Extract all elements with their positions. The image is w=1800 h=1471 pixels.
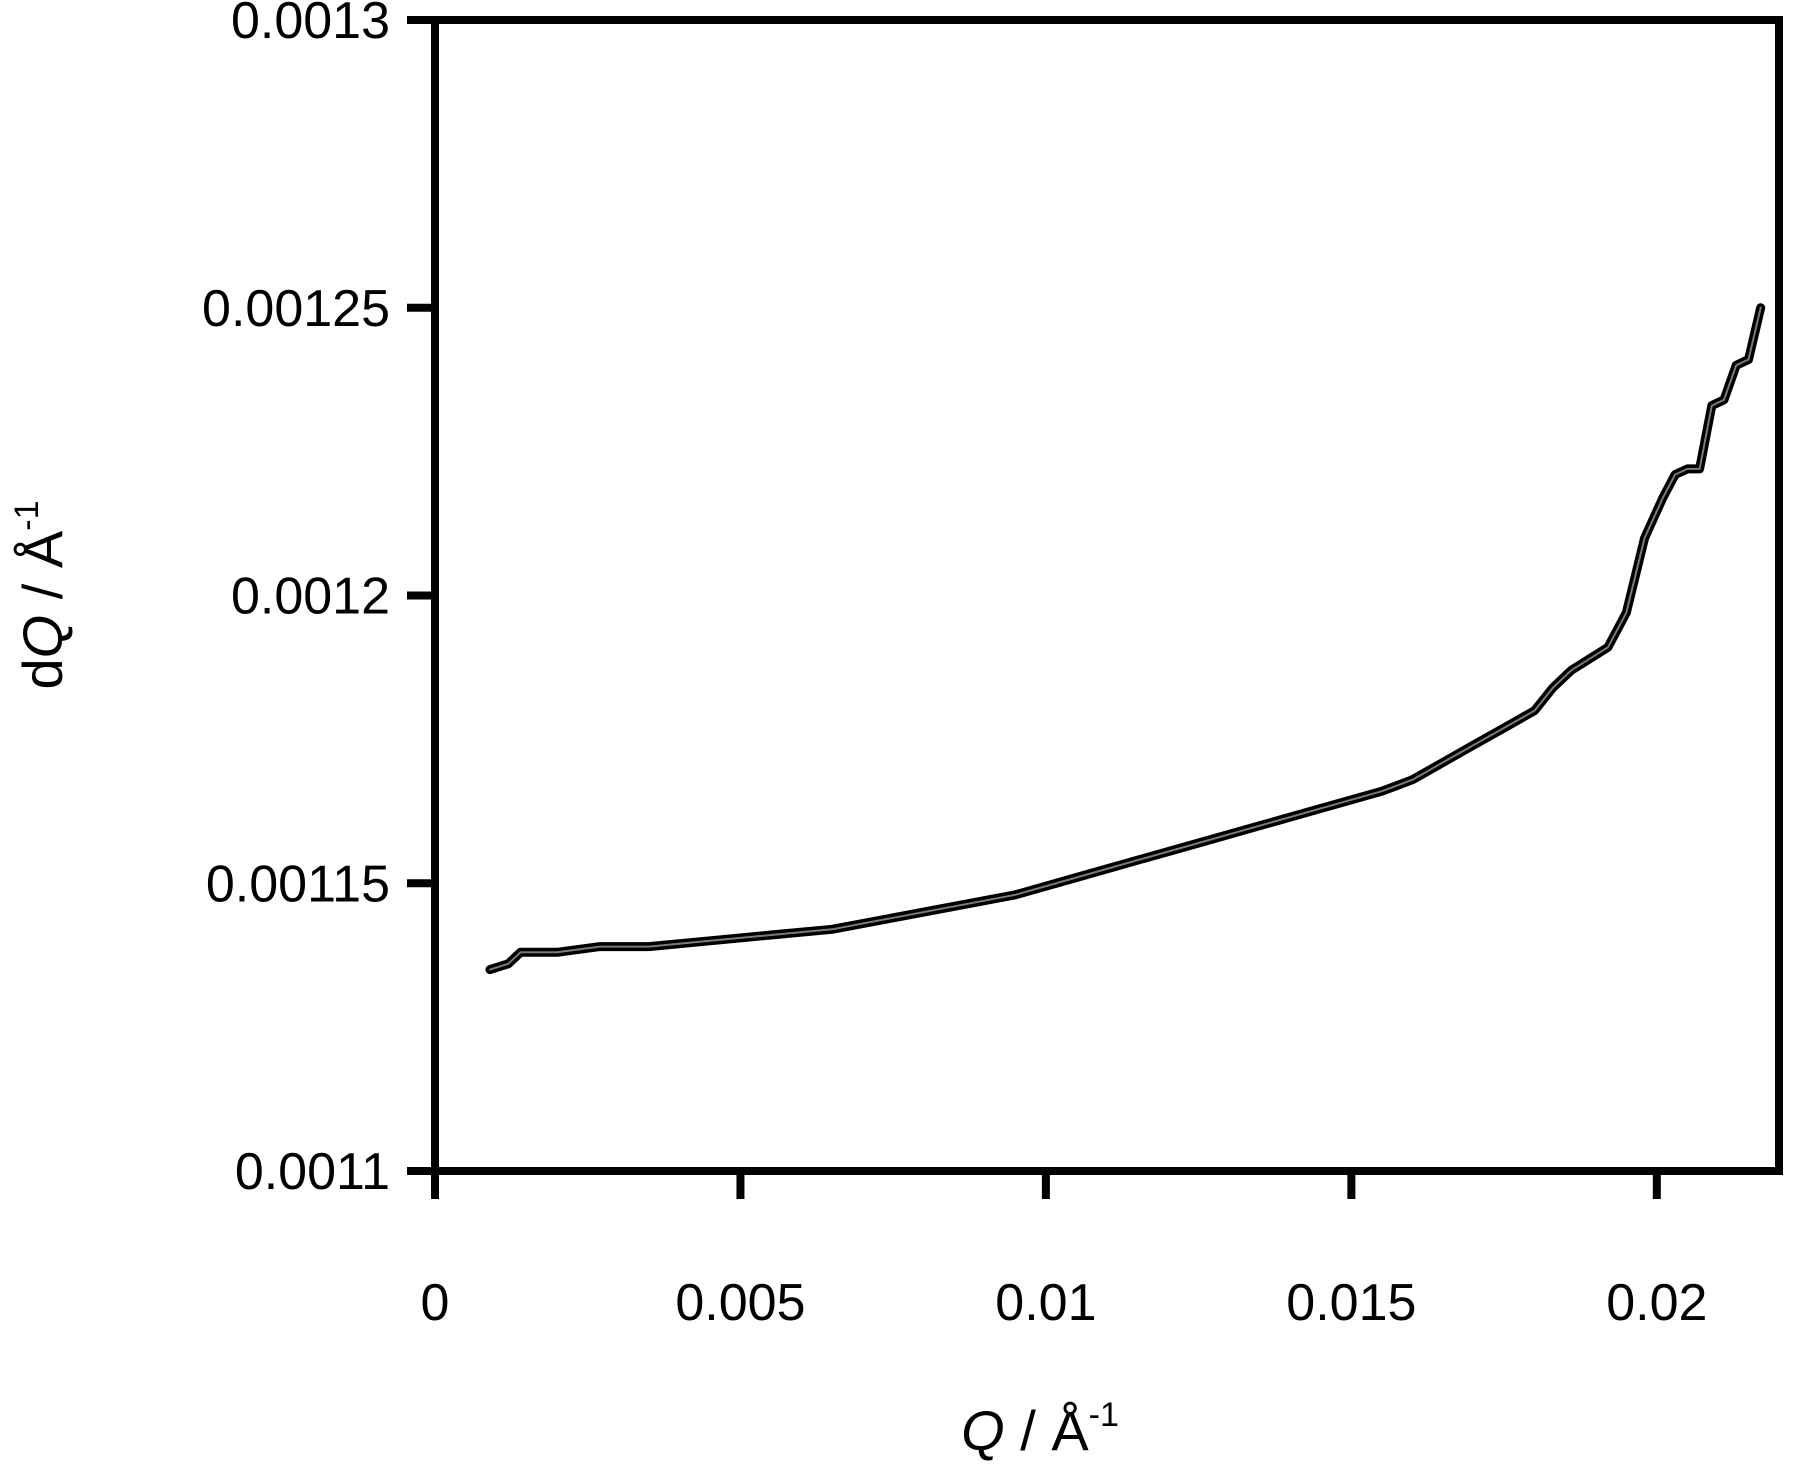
y-axis-title-sup: -1	[8, 501, 46, 531]
x-axis-title: Q / Å-1	[961, 1396, 1119, 1462]
x-tick-label: 0.015	[1286, 1274, 1416, 1332]
y-axis-title-prefix: d	[11, 658, 74, 689]
series-line	[485, 303, 1766, 975]
y-axis-title: dQ / Å-1	[8, 501, 74, 690]
x-tick-label: 0	[421, 1274, 450, 1332]
x-tick-label: 0.005	[675, 1274, 805, 1332]
y-axis-title-symbol: Q	[11, 615, 74, 659]
plot-frame	[431, 16, 1783, 1175]
x-axis-title-sup: -1	[1089, 1396, 1119, 1434]
y-ticks: 0.0011 0.00115 0.0012 0.00125 0.0013	[202, 0, 438, 1201]
series-line-highlight	[489, 306, 1762, 971]
x-axis-title-symbol: Q	[961, 1399, 1005, 1462]
y-axis-title-unit: / Å	[11, 530, 74, 615]
y-tick-label: 0.0012	[231, 568, 390, 626]
y-tick-label: 0.0011	[235, 1143, 390, 1201]
x-axis-title-unit: / Å	[1005, 1399, 1090, 1462]
y-tick-label: 0.00115	[206, 855, 390, 913]
x-tick-label: 0.01	[995, 1274, 1096, 1332]
x-ticks: 0 0.005 0.01 0.015 0.02	[421, 1168, 1707, 1332]
y-tick-label: 0.0013	[231, 0, 390, 50]
x-tick-label: 0.02	[1606, 1274, 1707, 1332]
y-tick-label: 0.00125	[202, 280, 390, 338]
series-layer	[485, 303, 1766, 975]
